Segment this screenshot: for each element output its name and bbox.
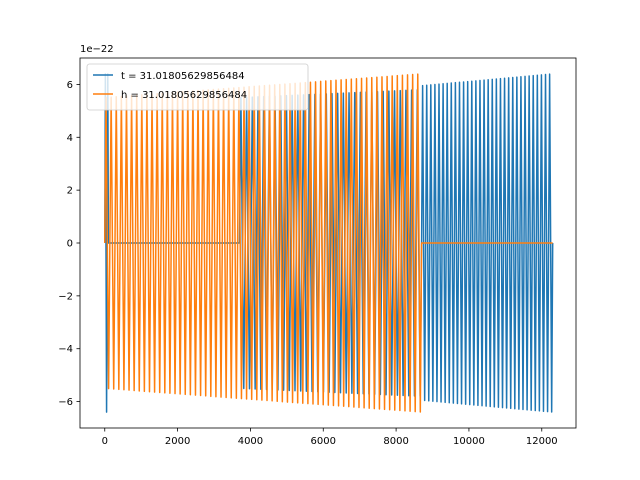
x-tick-label: 4000 xyxy=(238,436,263,447)
y-tick-label: 2 xyxy=(67,186,73,197)
y-tick-label: −4 xyxy=(58,344,73,355)
legend-box xyxy=(86,63,309,111)
y-scale-label: 1e−22 xyxy=(80,44,114,55)
x-tick-label: 8000 xyxy=(383,436,408,447)
y-tick-label: 6 xyxy=(67,80,73,91)
legend: t = 31.01805629856484 h = 31.018056298564… xyxy=(86,63,309,111)
y-tick-label: 0 xyxy=(67,239,73,250)
x-tick-label: 6000 xyxy=(311,436,336,447)
x-tick-label: 12000 xyxy=(526,436,558,447)
y-tick-label: −6 xyxy=(58,397,73,408)
y-tick-label: 4 xyxy=(67,133,73,144)
x-tick-label: 10000 xyxy=(453,436,485,447)
x-tick-label: 0 xyxy=(102,436,108,447)
legend-label-1: t = 31.01805629856484 xyxy=(121,71,245,82)
x-axis: 0 2000 4000 6000 8000 10000 12000 xyxy=(102,428,558,447)
y-axis: −6 −4 −2 0 2 4 6 xyxy=(58,80,80,408)
legend-label-2: h = 31.01805629856484 xyxy=(121,90,247,101)
y-tick-label: −2 xyxy=(58,291,73,302)
x-tick-label: 2000 xyxy=(165,436,190,447)
